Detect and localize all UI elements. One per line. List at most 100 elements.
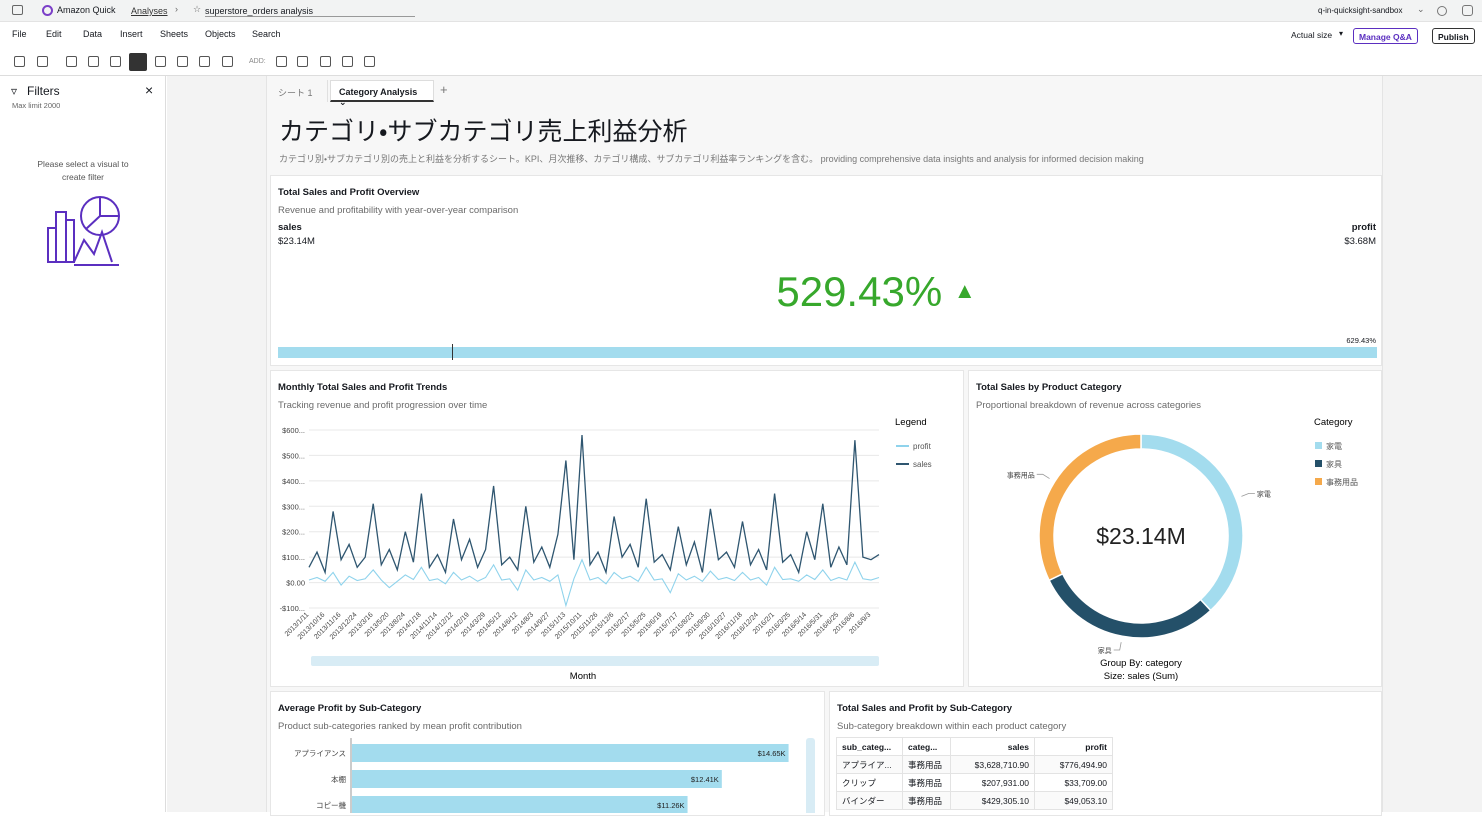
panel-subtitle: Proportional breakdown of revenue across… [976, 400, 1201, 411]
line-chart: $600... $500... $400... $300... $200... $100.… [280, 417, 932, 682]
x-axis-label: Month [570, 671, 596, 682]
filters-panel: ▿ Filters × Max limit 2000 Please select… [0, 76, 166, 812]
header-row: sub_categ... categ... sales profit [836, 737, 1113, 756]
tool-icon[interactable] [320, 56, 331, 67]
filter-icon: ▿ [11, 84, 18, 98]
tool-icon[interactable] [155, 56, 166, 67]
line-series [308, 435, 880, 575]
filter-tool-active[interactable] [129, 53, 147, 71]
tool-icon[interactable] [276, 56, 287, 67]
y-tick-label: $0.00 [286, 579, 305, 588]
donut-panel[interactable]: Total Sales by Product Category Proporti… [968, 370, 1382, 687]
table-cell: アプライア... [836, 755, 903, 774]
kpi-main: 529.43% ▲ [271, 268, 1383, 316]
tool-icon[interactable] [297, 56, 308, 67]
legend-label: sales [913, 460, 932, 469]
tool-icon[interactable] [364, 56, 375, 67]
slice-label: 家電 [1257, 489, 1271, 498]
table-panel[interactable]: Total Sales and Profit by Sub-Category S… [829, 691, 1382, 816]
bar [352, 796, 688, 813]
data-table: sub_categ... categ... sales profit アプライア... 事… [836, 737, 1113, 810]
slice-label: 事務用品 [1007, 470, 1035, 479]
kpi-main-value: 529.43% [776, 268, 943, 315]
table-cell: $3,628,710.90 [950, 755, 1035, 774]
tool-icon[interactable] [37, 56, 48, 67]
breadcrumb[interactable]: Analyses [131, 6, 168, 16]
bar-panel[interactable]: Average Profit by Sub-Category Product s… [270, 691, 825, 816]
bar-value-label: $12.41K [691, 775, 719, 784]
y-tick-label: アプライアンス [294, 749, 346, 758]
menu-item[interactable]: Search [252, 29, 281, 39]
table-cell: バインダー [836, 791, 903, 810]
tab-active[interactable]: Category Analysis ⌄ [330, 80, 434, 107]
y-tick-label: $600... [282, 426, 305, 435]
menu-item[interactable]: Objects [205, 29, 236, 39]
kpi-arrow: ▲ [953, 278, 976, 303]
table-cell: $33,709.00 [1034, 773, 1113, 792]
tool-icon[interactable] [177, 56, 188, 67]
y-tick-label: コピー機 [316, 800, 346, 810]
kpi-right-value: $3.68M [1344, 236, 1376, 247]
tab[interactable]: シート 1 [268, 80, 328, 102]
legend-swatch [1315, 478, 1322, 485]
menu-item[interactable]: File [12, 29, 27, 39]
kpi-left-value: $23.14M [278, 236, 315, 247]
line-panel[interactable]: Monthly Total Sales and Profit Trends Tr… [270, 370, 964, 687]
kpi-bar [278, 347, 1377, 358]
tab-label[interactable]: Category Analysis [339, 87, 418, 97]
tool-icon[interactable] [88, 56, 99, 67]
legend-swatch [1315, 460, 1322, 467]
kpi-bar-marker [452, 344, 453, 360]
add-label: ADD: [249, 58, 266, 65]
tool-icon[interactable] [14, 56, 25, 67]
panel-subtitle: Sub-category breakdown within each produ… [837, 721, 1067, 732]
tool-icon[interactable] [110, 56, 121, 67]
table-cell: クリップ [836, 773, 903, 792]
tool-icon[interactable] [222, 56, 233, 67]
help-icon[interactable] [1437, 6, 1447, 16]
scrollbar [806, 738, 815, 813]
center-label: $23.14M [1096, 523, 1186, 549]
column-header: sales [950, 737, 1035, 756]
account[interactable]: q-in-quicksight-sandbox [1318, 6, 1403, 15]
table-cell: $49,053.10 [1034, 791, 1113, 810]
y-tick-label: -$100... [280, 604, 305, 613]
sidebar-icon[interactable] [12, 5, 23, 15]
footer-label: Group By: category [1100, 658, 1182, 669]
menu-item[interactable]: Sheets [160, 29, 189, 39]
chat-icon[interactable] [1462, 5, 1473, 16]
panel-subtitle: Tracking revenue and profit progression … [278, 400, 488, 411]
analysis-name[interactable]: superstore_orders analysis [205, 6, 415, 17]
menu-item[interactable]: Data [83, 29, 103, 39]
close-button[interactable]: × [145, 82, 154, 98]
panel-subtitle: Product sub-categories ranked by mean pr… [278, 721, 522, 732]
sheet-description: カテゴリ別・サブカテゴリ別の売上と利益を分析するシート。KPI、月次推移、カテゴ… [279, 154, 1144, 164]
y-tick-label: $400... [282, 477, 305, 486]
table-cell: 事務用品 [902, 755, 951, 774]
column-header: categ... [902, 737, 951, 756]
publish-button[interactable]: Publish [1432, 28, 1475, 44]
kpi-panel[interactable]: Total Sales and Profit Overview Revenue … [270, 175, 1382, 366]
legend-swatch [1315, 442, 1322, 449]
bar [352, 770, 722, 788]
manage-qa-button[interactable]: Manage Q&A [1353, 28, 1418, 44]
menu-item[interactable]: Edit [46, 29, 62, 39]
donut-slice [1038, 433, 1142, 582]
tool-icon[interactable] [199, 56, 210, 67]
sheet-title: カテゴリ・サブカテゴリ売上利益分析 [279, 118, 688, 146]
star-icon[interactable]: ☆ [193, 4, 202, 14]
app-name[interactable]: Amazon Quick [57, 5, 116, 15]
tool-icon[interactable] [66, 56, 77, 67]
legend-label: 家具 [1326, 459, 1342, 469]
y-tick-label: $300... [282, 502, 305, 511]
donut-slice [1048, 572, 1212, 639]
add-tab[interactable]: + [440, 82, 448, 97]
tool-icon[interactable] [342, 56, 353, 67]
panel-title: Average Profit by Sub-Category [278, 703, 422, 714]
menu-item[interactable]: Insert [120, 29, 143, 39]
zoom-select[interactable]: Actual size [1291, 30, 1333, 40]
legend-label: 事務用品 [1326, 477, 1358, 487]
legend-label: 家電 [1326, 441, 1342, 451]
